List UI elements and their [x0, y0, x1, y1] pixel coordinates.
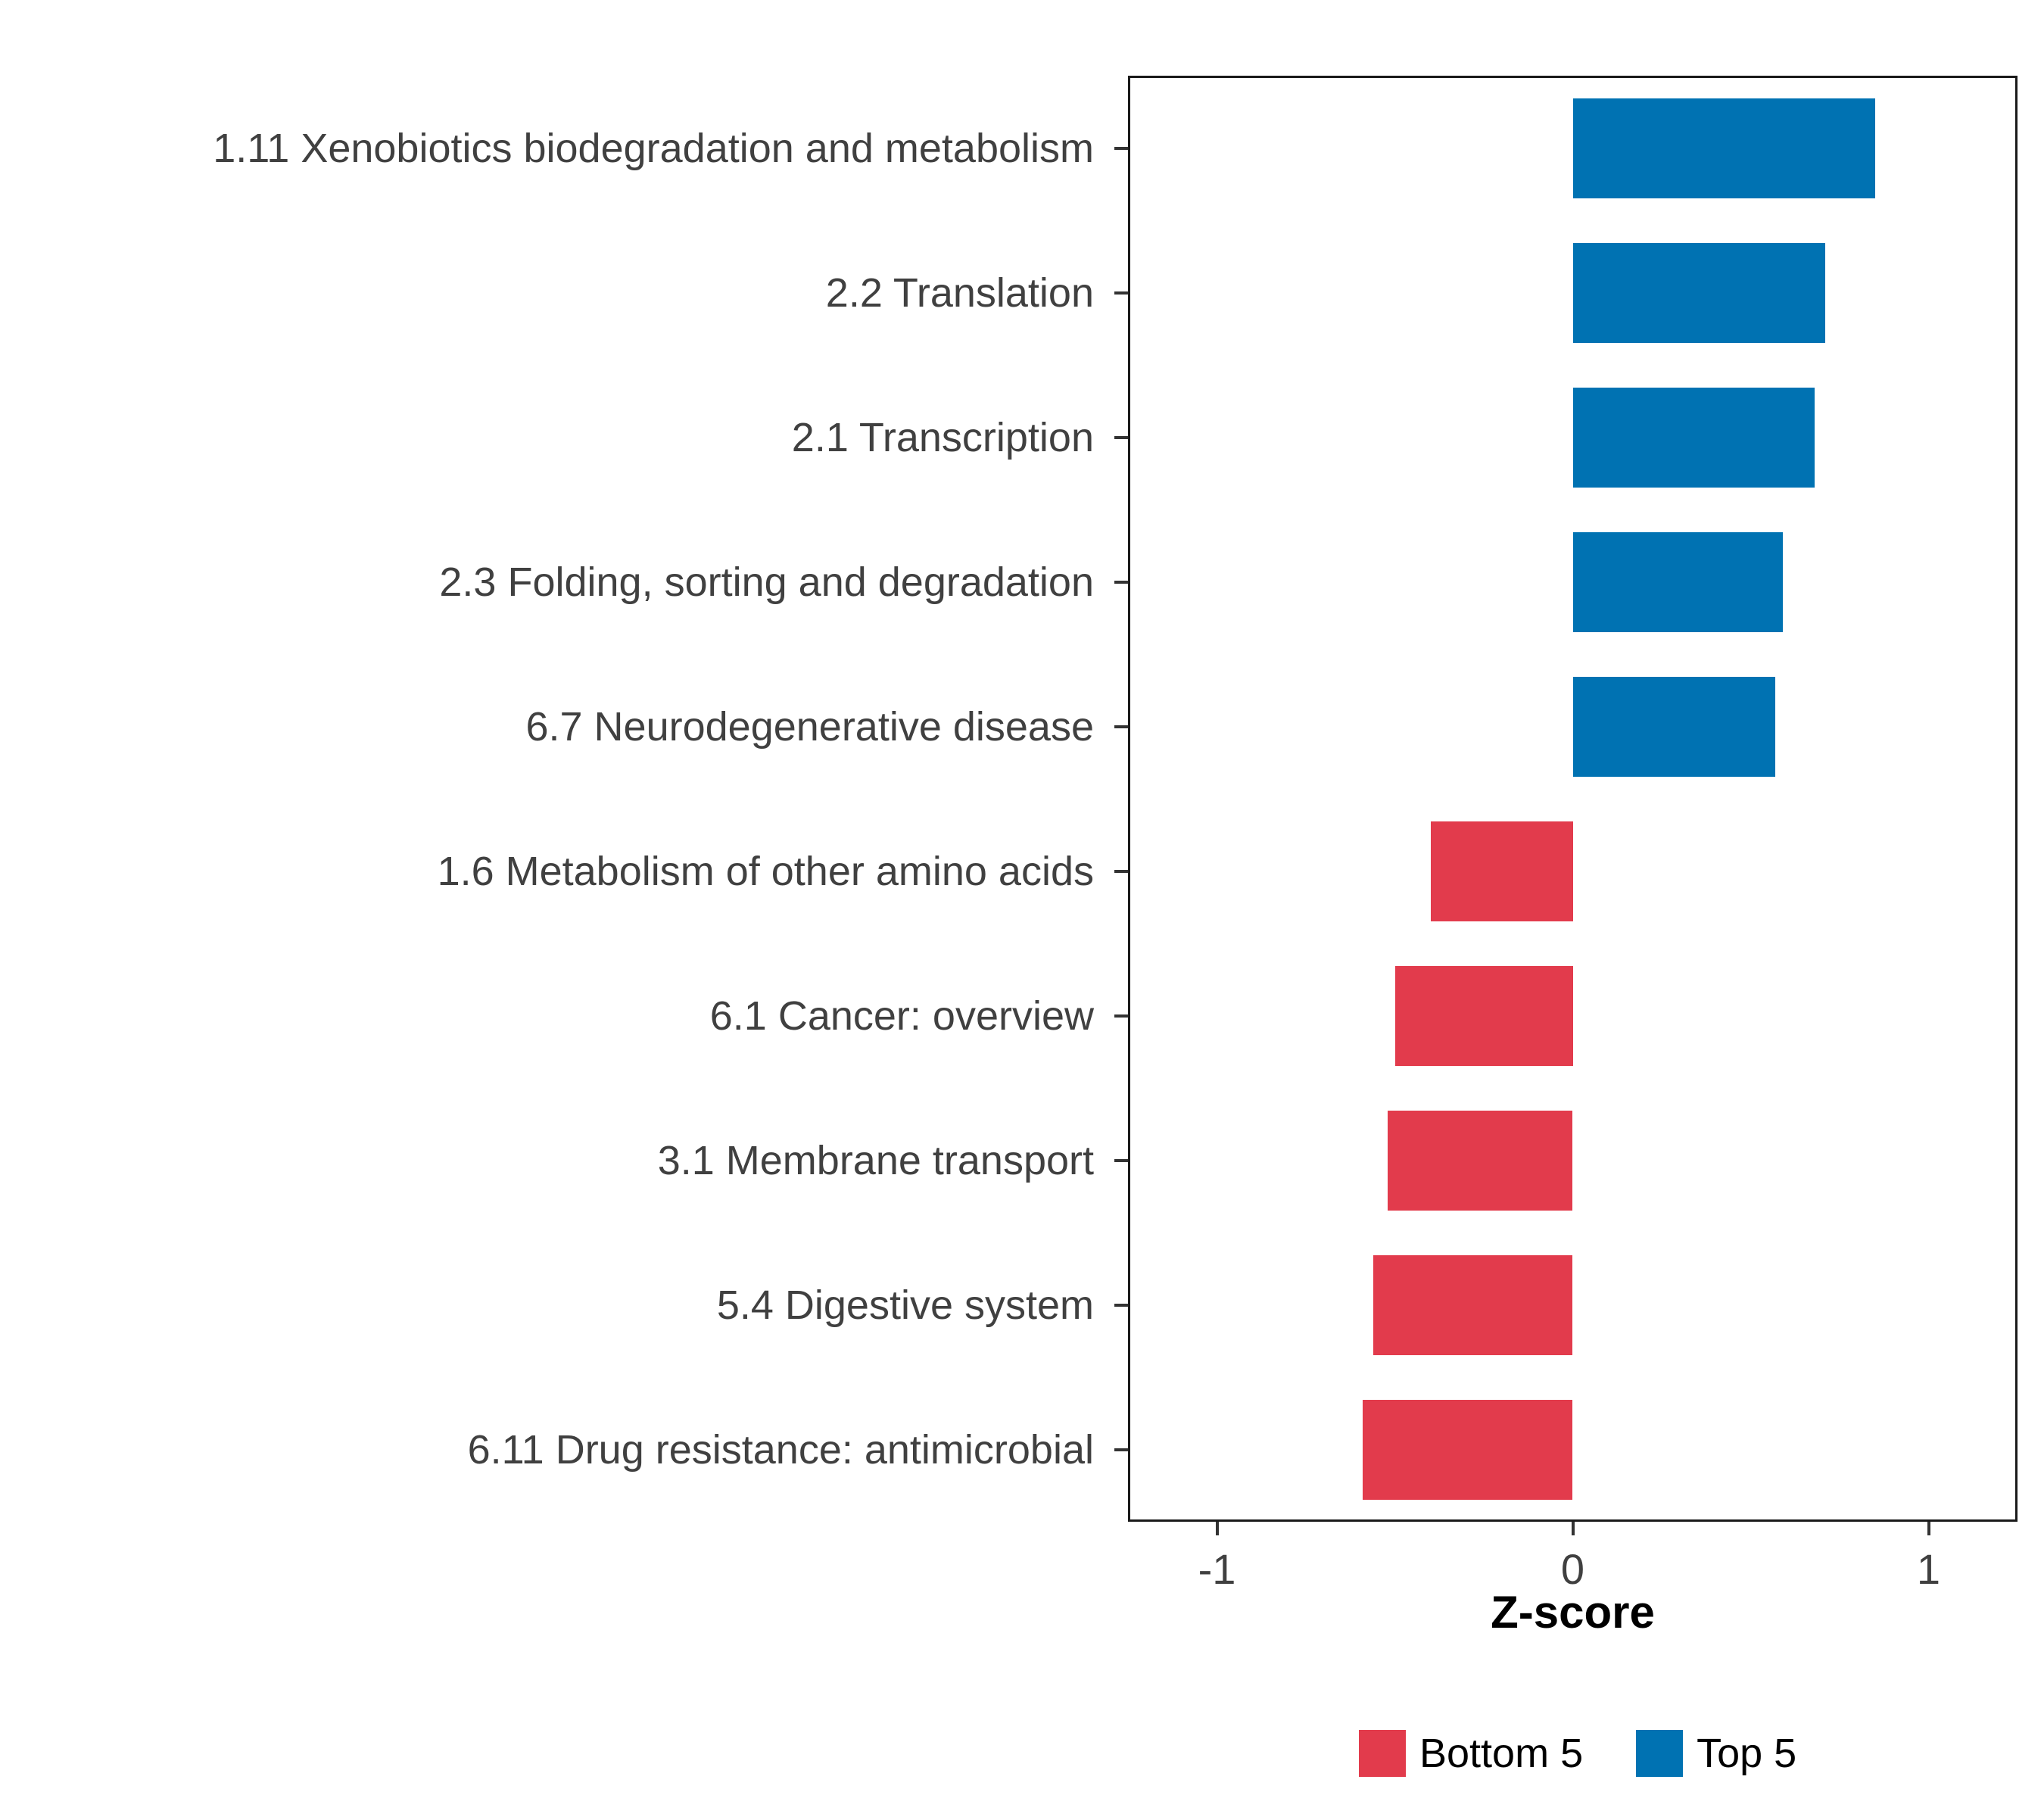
category-label: 6.11 Drug resistance: antimicrobial	[467, 1426, 1094, 1473]
x-axis-tick-label: 0	[1560, 1545, 1585, 1593]
x-axis-tick	[1215, 1522, 1219, 1535]
legend-label-bottom-5: Bottom 5	[1419, 1731, 1584, 1776]
y-axis-tick	[1114, 1158, 1128, 1162]
y-axis-tick	[1114, 435, 1128, 439]
y-axis-tick	[1114, 146, 1128, 150]
category-label: 5.4 Digestive system	[716, 1282, 1094, 1328]
y-axis-tick	[1114, 869, 1128, 873]
y-axis-tick	[1114, 725, 1128, 728]
category-label: 2.1 Transcription	[791, 414, 1094, 460]
bar	[1572, 531, 1783, 632]
y-axis-tick	[1114, 1303, 1128, 1307]
bar	[1572, 387, 1815, 488]
plot-panel	[1128, 76, 2018, 1522]
bar	[1572, 98, 1875, 198]
y-axis-tick	[1114, 1448, 1128, 1451]
x-axis-tick	[1927, 1522, 1930, 1535]
legend-item-bottom-5: Bottom 5	[1359, 1730, 1583, 1777]
legend-swatch-top-5	[1636, 1730, 1684, 1777]
category-label: 6.1 Cancer: overview	[709, 993, 1094, 1039]
category-label: 1.11 Xenobiotics biodegradation and meta…	[213, 125, 1094, 171]
x-axis-title: Z-score	[1491, 1587, 1655, 1638]
x-axis-tick-label: -1	[1198, 1545, 1236, 1593]
bar	[1363, 1399, 1573, 1500]
category-label: 1.6 Metabolism of other amino acids	[437, 848, 1094, 894]
y-axis-tick	[1114, 291, 1128, 295]
legend-item-top-5: Top 5	[1636, 1730, 1796, 1777]
legend: Bottom 5 Top 5	[1359, 1730, 1796, 1777]
category-label: 6.7 Neurodegenerative disease	[525, 703, 1094, 750]
y-axis-tick	[1114, 1014, 1128, 1018]
legend-label-top-5: Top 5	[1697, 1731, 1797, 1776]
bar	[1430, 821, 1573, 921]
bar	[1572, 676, 1776, 777]
y-axis-tick	[1114, 580, 1128, 584]
x-axis-tick-label: 1	[1916, 1545, 1941, 1593]
bar	[1572, 242, 1826, 343]
bar	[1388, 1110, 1573, 1211]
x-axis-tick	[1571, 1522, 1575, 1535]
category-label: 3.1 Membrane transport	[657, 1137, 1094, 1183]
legend-swatch-bottom-5	[1359, 1730, 1406, 1777]
category-label: 2.3 Folding, sorting and degradation	[439, 559, 1094, 605]
bar	[1373, 1254, 1573, 1355]
category-label: 2.2 Translation	[825, 270, 1094, 316]
bar	[1394, 965, 1573, 1066]
